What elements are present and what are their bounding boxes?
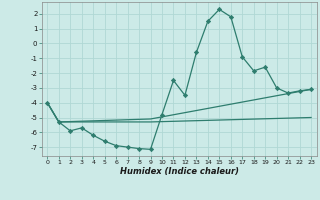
X-axis label: Humidex (Indice chaleur): Humidex (Indice chaleur) (120, 167, 239, 176)
